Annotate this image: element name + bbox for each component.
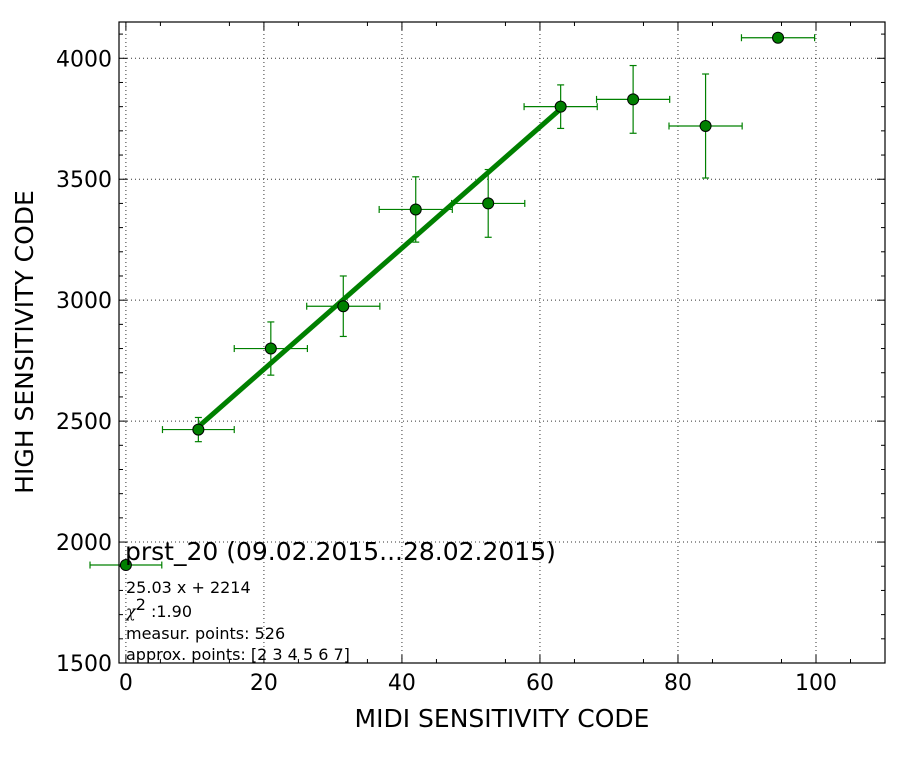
annotation-title: prst_20 (09.02.2015...28.02.2015) [125, 537, 556, 566]
x-tick-label: 20 [250, 671, 278, 696]
annotation-equation: 25.03 x + 2214 [126, 578, 251, 597]
y-tick-label: 1500 [56, 652, 112, 677]
data-point [119, 559, 132, 572]
y-tick-label: 2500 [56, 410, 112, 435]
data-point [482, 197, 495, 210]
axis-ticks [119, 22, 885, 664]
x-tick-label: 100 [795, 671, 837, 696]
annotation-measur-points: measur. points: 526 [126, 624, 285, 643]
chi-symbol: χ [125, 602, 137, 621]
errorbars [89, 34, 816, 569]
fit-line-group [196, 106, 563, 429]
annotation-approx-points: approx. points: [2 3 4 5 6 7] [126, 645, 350, 664]
chi-exponent: 2 [136, 595, 146, 614]
data-point [772, 31, 785, 44]
data-point [409, 203, 422, 216]
data-point [554, 100, 567, 113]
data-point [337, 300, 350, 313]
data-point [264, 342, 277, 355]
data-point [699, 120, 712, 133]
annotation-chi2: χ2 :1.90 [125, 595, 192, 621]
y-tick-label: 4000 [56, 47, 112, 72]
fit-line [196, 106, 563, 429]
chi-value: :1.90 [146, 602, 192, 621]
grid [119, 22, 885, 664]
plot-frame [118, 21, 886, 664]
y-axis-title: HIGH SENSITIVITY CODE [10, 190, 39, 494]
data-point [627, 93, 640, 106]
y-tick-label: 3000 [56, 289, 112, 314]
x-tick-label: 40 [388, 671, 416, 696]
x-tick-label: 0 [119, 671, 133, 696]
x-tick-label: 80 [664, 671, 692, 696]
x-axis-title: MIDI SENSITIVITY CODE [355, 704, 650, 733]
x-tick-label: 60 [526, 671, 554, 696]
data-point [192, 423, 205, 436]
y-tick-label: 3500 [56, 168, 112, 193]
tick-labels: 0 20 40 60 80 100 1500 2000 2500 3000 3500 4000 [56, 47, 837, 696]
data-markers [119, 31, 785, 572]
y-tick-label: 2000 [56, 531, 112, 556]
